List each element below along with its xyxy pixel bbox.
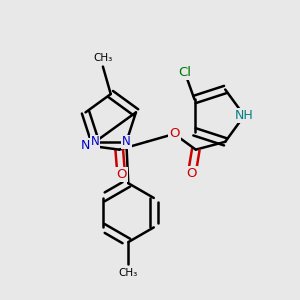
Text: Cl: Cl	[178, 65, 191, 79]
Text: CH₃: CH₃	[119, 268, 138, 278]
Text: O: O	[187, 167, 197, 180]
Text: N: N	[122, 136, 131, 148]
Text: NH: NH	[235, 109, 254, 122]
Text: N: N	[91, 136, 100, 148]
Text: CH₃: CH₃	[93, 52, 112, 63]
Text: O: O	[169, 128, 179, 140]
Text: NH: NH	[80, 139, 99, 152]
Text: O: O	[116, 168, 126, 181]
